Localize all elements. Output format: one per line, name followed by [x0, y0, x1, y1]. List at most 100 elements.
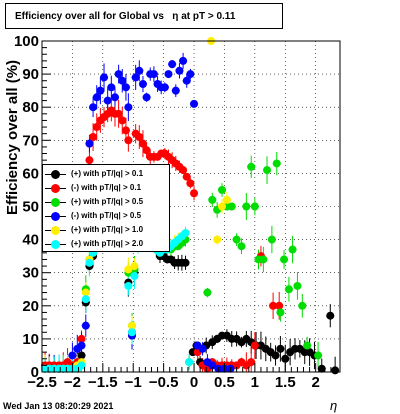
data-point — [314, 351, 323, 360]
data-point — [149, 70, 158, 79]
data-point — [181, 258, 190, 267]
data-point — [85, 156, 94, 165]
data-point — [121, 126, 130, 135]
data-point — [280, 255, 289, 264]
data-point — [92, 93, 101, 102]
data-point — [232, 235, 241, 244]
data-point — [142, 146, 151, 155]
x-tick-label: 0 — [190, 374, 198, 391]
data-point — [138, 80, 147, 89]
data-point — [135, 66, 144, 75]
legend-marker — [51, 212, 60, 221]
legend-marker — [51, 240, 60, 249]
data-point — [190, 99, 199, 108]
x-axis-label: η — [330, 398, 338, 413]
axis-tick-labels: −2.5 −2 −1.5 −1 −0.5 0 0.5 1 1.5 2010203040506070… — [14, 33, 320, 391]
data-point — [171, 86, 180, 95]
y-tick-label: 100 — [14, 33, 39, 50]
x-tick-label: −0.5 — [149, 374, 179, 391]
data-point — [107, 83, 116, 92]
legend-label: (+) with pT/|q| > 1.0 — [71, 225, 144, 234]
data-point — [175, 66, 184, 75]
data-point — [138, 139, 147, 148]
x-tick-label: 0.5 — [214, 374, 235, 391]
data-point — [242, 202, 251, 211]
data-point — [222, 195, 231, 204]
data-point — [142, 93, 151, 102]
legend-entry: (-) with pT/|q| > 0.1 — [43, 181, 169, 195]
timestamp: Wed Jan 13 08:20:29 2021 — [3, 401, 114, 411]
y-tick-label: 40 — [22, 232, 39, 249]
x-tick-label: −2 — [64, 374, 81, 391]
data-point — [218, 185, 227, 194]
legend-label: (+) with pT/|q| > 0.5 — [71, 197, 144, 206]
data-point — [250, 341, 259, 350]
data-point — [77, 334, 86, 343]
title-eta-symbol: η — [172, 11, 179, 22]
data-point — [85, 258, 94, 267]
data-point — [271, 351, 280, 360]
data-point — [293, 281, 302, 290]
data-point — [131, 73, 140, 82]
data-point — [81, 321, 90, 330]
data-point — [124, 281, 133, 290]
data-point — [259, 255, 268, 264]
data-point — [275, 301, 284, 310]
legend-entry: (-) with pT/|q| > 0.5 — [43, 209, 169, 223]
data-point — [276, 344, 285, 353]
legend-label: (-) with pT/|q| > 0.1 — [71, 183, 142, 192]
data-point — [284, 285, 293, 294]
data-point — [326, 311, 335, 320]
y-tick-label: 90 — [22, 66, 39, 83]
y-tick-label: 20 — [22, 298, 39, 315]
legend-marker — [51, 184, 60, 193]
legend-marker — [51, 198, 60, 207]
data-point — [181, 228, 190, 237]
data-point — [247, 358, 256, 367]
data-point — [218, 202, 227, 211]
y-tick-label: 50 — [22, 199, 39, 216]
data-point — [281, 354, 290, 363]
data-point — [110, 93, 119, 102]
data-point — [103, 96, 112, 105]
legend-entry: (+) with pT/|q| > 2.0 — [43, 237, 169, 251]
legend-entry: (+) with pT/|q| > 0.1 — [43, 167, 169, 181]
data-point — [124, 136, 133, 145]
x-tick-label: −2.5 — [27, 374, 57, 391]
legend: (+) with pT/|q| > 0.1 (-) with pT/|q| > 0… — [42, 164, 170, 252]
data-point — [247, 162, 256, 171]
data-point — [303, 341, 312, 350]
data-point — [81, 295, 90, 304]
data-point — [77, 361, 86, 370]
data-point — [77, 341, 86, 350]
data-point — [160, 83, 169, 92]
data-point — [250, 202, 259, 211]
legend-marker — [51, 226, 60, 235]
data-point — [118, 76, 127, 85]
data-point — [128, 328, 137, 337]
y-axis-label-text: Efficiency over all (%) — [4, 59, 21, 215]
data-point — [121, 83, 130, 92]
data-point — [128, 321, 137, 330]
y-tick-label: 10 — [22, 331, 39, 348]
data-point — [267, 235, 276, 244]
data-point — [182, 172, 191, 181]
y-tick-label: 30 — [22, 265, 39, 282]
data-point — [182, 76, 191, 85]
data-point — [77, 351, 86, 360]
data-point — [124, 265, 133, 274]
data-point — [89, 103, 98, 112]
data-point — [179, 56, 188, 65]
data-point — [317, 364, 326, 373]
data-point — [185, 358, 194, 367]
y-tick-label: 0 — [31, 364, 39, 381]
x-tick-label: 1 — [251, 374, 259, 391]
data-point — [272, 159, 281, 168]
data-point — [164, 70, 173, 79]
data-point — [298, 301, 307, 310]
data-point — [114, 109, 123, 118]
data-point — [190, 189, 199, 198]
data-point — [227, 202, 236, 211]
data-point — [186, 70, 195, 79]
data-point — [85, 139, 94, 148]
